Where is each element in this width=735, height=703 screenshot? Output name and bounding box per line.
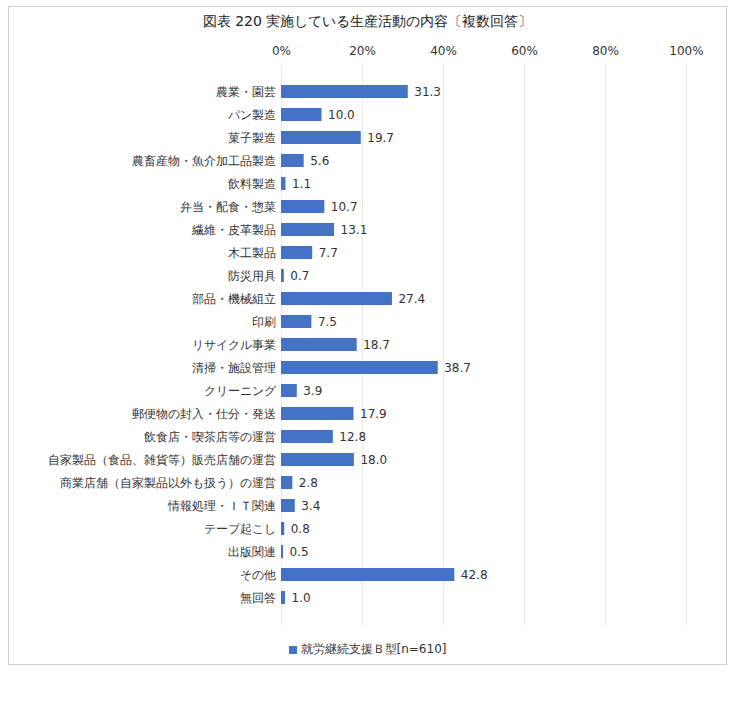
svg-text:商業店舗（自家製品以外も扱う）の運営: 商業店舗（自家製品以外も扱う）の運営 (60, 476, 276, 490)
svg-text:0%: 0% (272, 44, 291, 58)
svg-text:7.7: 7.7 (319, 246, 338, 260)
svg-text:10.0: 10.0 (328, 108, 355, 122)
svg-text:繊維・皮革製品: 繊維・皮革製品 (191, 223, 276, 237)
svg-text:17.9: 17.9 (360, 407, 387, 421)
html-text:就労継続支援Ｂ型[n=610]: 就労継続支援Ｂ型[n=610] (300, 642, 447, 656)
svg-text:19.7: 19.7 (367, 131, 394, 145)
html-text:図表 220 実施している生産活動の内容〔複数回答〕: 図表 220 実施している生産活動の内容〔複数回答〕 (202, 13, 533, 29)
svg-text:清掃・施設管理: 清掃・施設管理 (192, 361, 276, 375)
svg-text:60%: 60% (511, 44, 538, 58)
svg-text:木工製品: 木工製品 (228, 246, 276, 260)
svg-text:38.7: 38.7 (444, 361, 471, 375)
svg-text:40%: 40% (430, 44, 457, 58)
svg-text:その他: その他 (240, 568, 276, 582)
svg-text:27.4: 27.4 (398, 292, 425, 306)
svg-text:18.0: 18.0 (360, 453, 387, 467)
svg-text:菓子製造: 菓子製造 (228, 131, 276, 145)
svg-text:テープ起こし: テープ起こし (204, 522, 276, 536)
svg-text:農業・園芸: 農業・園芸 (216, 85, 276, 99)
svg-text:31.3: 31.3 (414, 85, 441, 99)
svg-text:0.8: 0.8 (291, 522, 310, 536)
svg-text:80%: 80% (592, 44, 619, 58)
svg-text:100%: 100% (669, 44, 703, 58)
svg-text:弁当・配食・惣菜: 弁当・配食・惣菜 (180, 200, 276, 214)
svg-text:10.7: 10.7 (331, 200, 358, 214)
svg-text:2.8: 2.8 (299, 476, 318, 490)
svg-text:7.5: 7.5 (318, 315, 337, 329)
svg-text:3.4: 3.4 (301, 499, 320, 513)
svg-text:42.8: 42.8 (461, 568, 488, 582)
svg-text:5.6: 5.6 (310, 154, 329, 168)
svg-text:リサイクル事業: リサイクル事業 (192, 338, 276, 352)
svg-text:部品・機械組立: 部品・機械組立 (192, 292, 276, 306)
svg-text:1.1: 1.1 (292, 177, 311, 191)
svg-text:飲食店・喫茶店等の運営: 飲食店・喫茶店等の運営 (144, 430, 276, 444)
svg-text:情報処理・ＩＴ関連: 情報処理・ＩＴ関連 (167, 499, 276, 513)
svg-text:飲料製造: 飲料製造 (228, 177, 276, 191)
svg-text:0.7: 0.7 (290, 269, 309, 283)
svg-text:12.8: 12.8 (339, 430, 366, 444)
svg-text:13.1: 13.1 (341, 223, 368, 237)
svg-text:18.7: 18.7 (363, 338, 390, 352)
svg-text:無回答: 無回答 (240, 591, 276, 605)
svg-text:3.9: 3.9 (303, 384, 322, 398)
svg-text:クリーニング: クリーニング (204, 384, 277, 398)
svg-text:自家製品（食品、雑貨等）販売店舗の運営: 自家製品（食品、雑貨等）販売店舗の運営 (48, 453, 276, 467)
svg-text:郵便物の封入・仕分・発送: 郵便物の封入・仕分・発送 (132, 407, 276, 421)
svg-text:出版関連: 出版関連 (228, 545, 276, 559)
svg-text:防災用具: 防災用具 (228, 269, 276, 283)
svg-text:農畜産物・魚介加工品製造: 農畜産物・魚介加工品製造 (132, 154, 276, 168)
svg-text:1.0: 1.0 (292, 591, 311, 605)
svg-text:0.5: 0.5 (290, 545, 309, 559)
svg-text:20%: 20% (349, 44, 376, 58)
svg-text:パン製造: パン製造 (227, 108, 276, 122)
svg-text:印刷: 印刷 (252, 315, 276, 329)
